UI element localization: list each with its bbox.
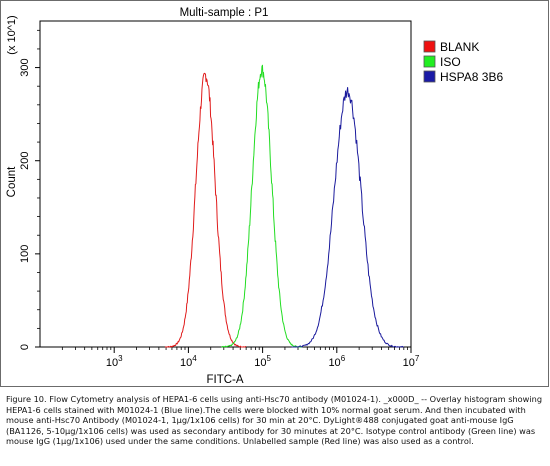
x-axis-ticks: 103 104 105 106 107 xyxy=(61,347,420,369)
y-tick-label: 200 xyxy=(19,152,31,170)
y-tick-label: 0 xyxy=(19,344,31,350)
figure-frame xyxy=(0,0,549,387)
y-axis-ticks: 0 100 200 300 xyxy=(19,29,40,350)
y-tick-label: 300 xyxy=(19,58,31,76)
y-axis-label: Count xyxy=(6,166,18,197)
figure-caption: Figure 10. Flow Cytometry analysis of HE… xyxy=(6,394,545,446)
x-tick-label: 107 xyxy=(403,354,420,369)
x-axis-label: FITC-A xyxy=(206,374,243,386)
x-tick-label: 105 xyxy=(254,354,271,369)
legend-swatch xyxy=(423,70,436,83)
legend-label: HSPA8 3B6 xyxy=(440,70,503,84)
plot-area xyxy=(39,20,412,348)
y-axis-multiplier: (x 10^1) xyxy=(6,15,18,54)
y-tick-label: 100 xyxy=(19,245,31,263)
chart-title: Multi-sample : P1 xyxy=(180,7,269,19)
histogram-curves xyxy=(164,64,404,348)
x-tick-label: 104 xyxy=(180,354,197,369)
legend-label: ISO xyxy=(440,55,461,69)
x-tick-label: 103 xyxy=(106,354,123,369)
histogram-line-iso xyxy=(221,64,303,348)
legend-swatch xyxy=(423,55,436,68)
histogram-line-hspa8-3b6 xyxy=(291,87,404,348)
legend-swatch xyxy=(423,40,436,53)
x-tick-label: 106 xyxy=(328,354,345,369)
flow-cytometry-histogram: Multi-sample : P1 Count (x 10^1) FITC-A … xyxy=(6,7,503,386)
legend-label: BLANK xyxy=(440,40,479,54)
y-axis-label-group: Count (x 10^1) xyxy=(6,15,18,197)
histogram-line-blank xyxy=(164,72,247,348)
